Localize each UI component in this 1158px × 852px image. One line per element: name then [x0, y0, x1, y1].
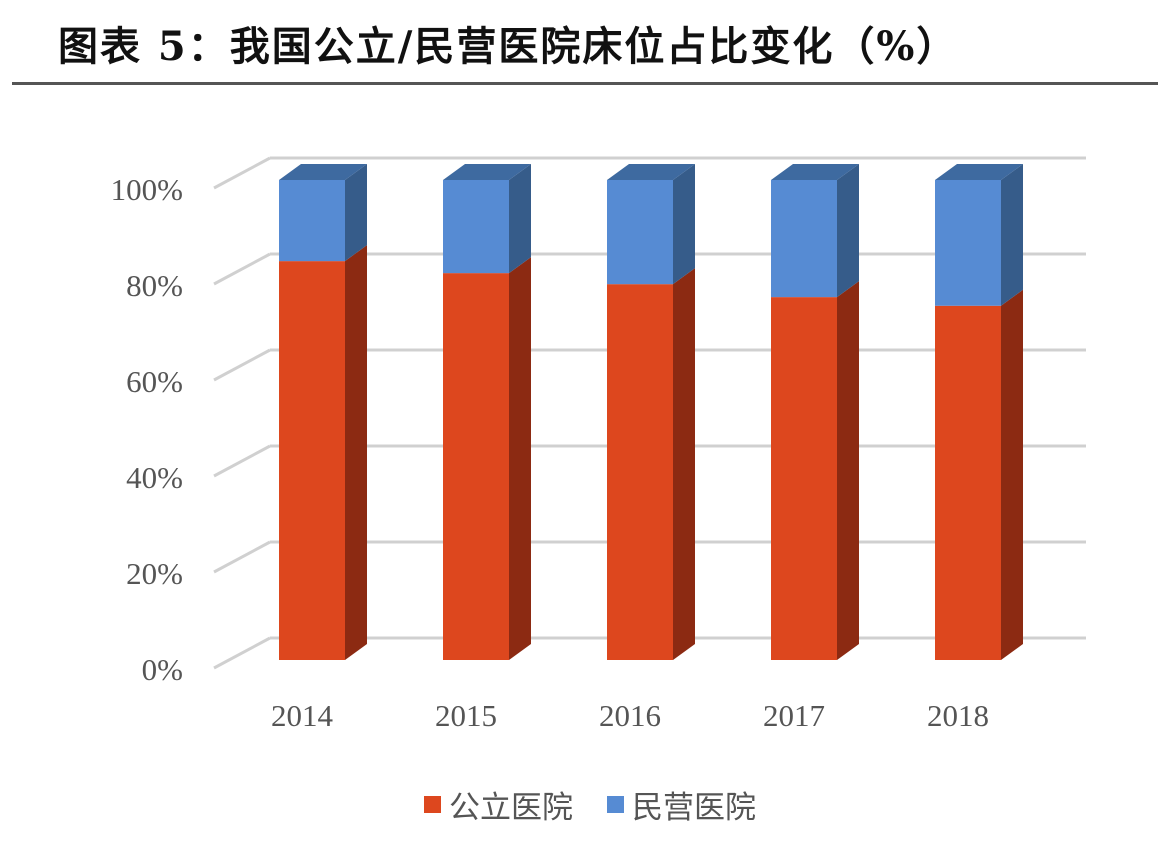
- chart-legend: 公立医院 民营医院: [424, 782, 790, 827]
- bar-private-side: [509, 164, 531, 274]
- bar-public-front: [607, 284, 673, 660]
- bar-private-side: [1001, 164, 1023, 306]
- legend-item-public: 公立医院: [424, 782, 573, 827]
- bar-private-top: [279, 164, 367, 180]
- gridline-diagonal: [213, 348, 271, 382]
- bar-public-side: [509, 257, 531, 660]
- bar-group-2017: [771, 164, 859, 660]
- x-tick-label: 2014: [271, 698, 334, 733]
- bar-private-front: [935, 180, 1001, 306]
- bar-private-top: [935, 164, 1023, 180]
- bar-group-2014: [279, 164, 367, 660]
- bar-private-top: [443, 164, 531, 180]
- bar-public-side: [345, 245, 367, 660]
- bar-group-2018: [935, 164, 1023, 660]
- bar-private-top: [771, 164, 859, 180]
- bar-public-side: [837, 281, 859, 660]
- title-divider: [12, 82, 1158, 85]
- x-tick-label: 2018: [927, 698, 989, 733]
- legend-label-private: 民营医院: [632, 790, 756, 826]
- legend-item-private: 民营医院: [607, 782, 756, 827]
- bar-public-front: [935, 305, 1001, 660]
- y-tick-label: 0%: [142, 652, 183, 687]
- y-tick-label: 20%: [126, 556, 183, 591]
- x-tick-label: 2016: [599, 698, 661, 733]
- bar-public-side: [673, 268, 695, 660]
- bar-public-front: [443, 273, 509, 660]
- bar-private-front: [771, 180, 837, 298]
- gridline-diagonal: [213, 540, 271, 574]
- gridline-diagonal: [213, 444, 271, 478]
- x-tick-label: 2017: [763, 698, 825, 733]
- bar-private-front: [443, 180, 509, 274]
- bar-public-front: [771, 297, 837, 660]
- legend-label-public: 公立医院: [449, 790, 573, 826]
- y-tick-label: 40%: [126, 460, 183, 495]
- bar-private-front: [607, 180, 673, 285]
- gridline-diagonal: [213, 252, 271, 286]
- chart-title: 图表 5：我国公立/民营医院床位占比变化（%）: [58, 23, 959, 70]
- bar-private-side: [837, 164, 859, 298]
- bar-public-front: [279, 261, 345, 660]
- y-tick-label: 100%: [111, 172, 183, 207]
- legend-swatch-private: [607, 796, 624, 813]
- y-tick-label: 60%: [126, 364, 183, 399]
- bar-private-side: [673, 164, 695, 285]
- bar-group-2016: [607, 164, 695, 660]
- y-tick-label: 80%: [126, 268, 183, 303]
- legend-swatch-public: [424, 796, 441, 813]
- bar-group-2015: [443, 164, 531, 660]
- x-tick-label: 2015: [435, 698, 497, 733]
- bar-private-top: [607, 164, 695, 180]
- gridline-diagonal: [213, 156, 271, 190]
- gridline-diagonal: [213, 636, 271, 670]
- bar-private-front: [279, 180, 345, 262]
- bar-private-side: [345, 164, 367, 262]
- bar-public-side: [1001, 289, 1023, 660]
